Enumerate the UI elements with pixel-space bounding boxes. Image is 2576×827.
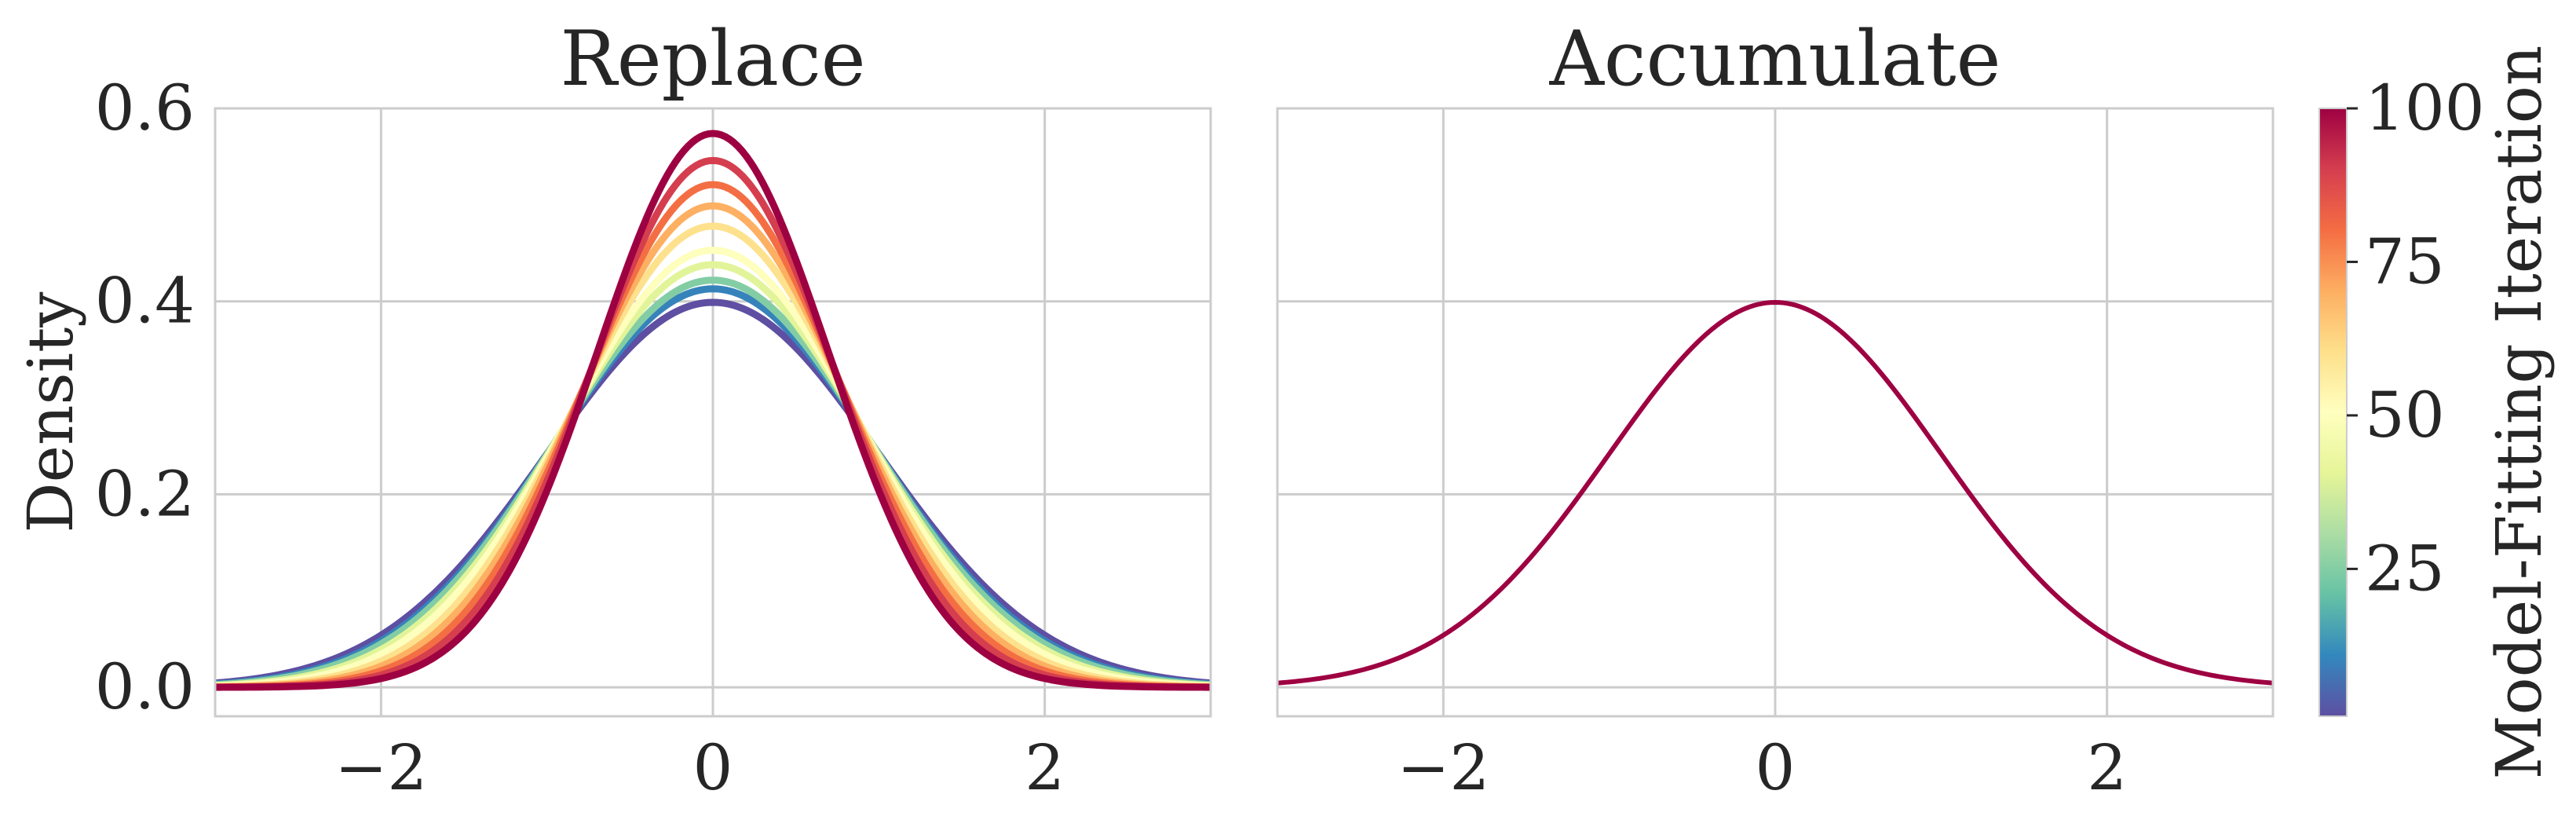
colorbar-tick-label: 75: [2365, 225, 2445, 298]
y-tick-label: 0.0: [95, 650, 195, 723]
accumulate-curves: [1277, 299, 2273, 686]
density-curve-iter-1: [215, 298, 1211, 687]
colorbar-gradient: [2318, 108, 2348, 717]
x-tick-label: 0: [693, 731, 733, 804]
accumulate-panel: Accumulate −2 0 2: [1276, 15, 2275, 804]
replace-y-axis-label: Density: [14, 292, 87, 533]
replace-curves: [215, 130, 1211, 691]
density-curve-iter-40: [215, 261, 1211, 690]
density-curve-iter-25: [215, 276, 1211, 689]
x-tick-label: 2: [1025, 731, 1065, 804]
density-curve-iter-50: [215, 247, 1211, 690]
density-curve-iter-60: [215, 222, 1211, 690]
replace-title: Replace: [560, 15, 865, 103]
density-curve-iter-80: [215, 181, 1211, 691]
density-curve-iter-70: [215, 202, 1211, 691]
x-tick-label: −2: [1397, 731, 1489, 804]
colorbar-tick-label: 25: [2365, 532, 2445, 605]
replace-x-ticks: −2 0 2: [334, 731, 1065, 804]
replace-panel: Replace −2 0 2 0.0 0.2 0.4 0.6 Density: [14, 15, 1212, 804]
accumulate-x-ticks: −2 0 2: [1397, 731, 2127, 804]
replace-axes-frame: [214, 107, 1212, 718]
density-curve-iter-100: [215, 130, 1211, 691]
colorbar: 25 50 75 100 Model-Fitting Iteration: [2318, 46, 2556, 780]
x-tick-label: 2: [2087, 731, 2127, 804]
replace-y-ticks: 0.0 0.2 0.4 0.6: [95, 71, 195, 723]
y-tick-label: 0.2: [95, 457, 195, 530]
y-tick-label: 0.4: [95, 265, 195, 338]
colorbar-tick-label: 50: [2365, 379, 2445, 452]
density-curve-iter-100: [1277, 299, 2273, 686]
colorbar-tick-label: 100: [2365, 71, 2485, 145]
colorbar-ticks: 25 50 75 100: [2347, 71, 2485, 605]
accumulate-title: Accumulate: [1549, 15, 2001, 103]
colorbar-label: Model-Fitting Iteration: [2483, 46, 2556, 780]
accumulate-axes-frame: [1276, 107, 2275, 718]
x-tick-label: 0: [1756, 731, 1796, 804]
x-tick-label: −2: [334, 731, 427, 804]
accumulate-grid: [1277, 107, 2273, 716]
y-tick-label: 0.6: [95, 71, 195, 145]
replace-grid: [215, 107, 1211, 716]
